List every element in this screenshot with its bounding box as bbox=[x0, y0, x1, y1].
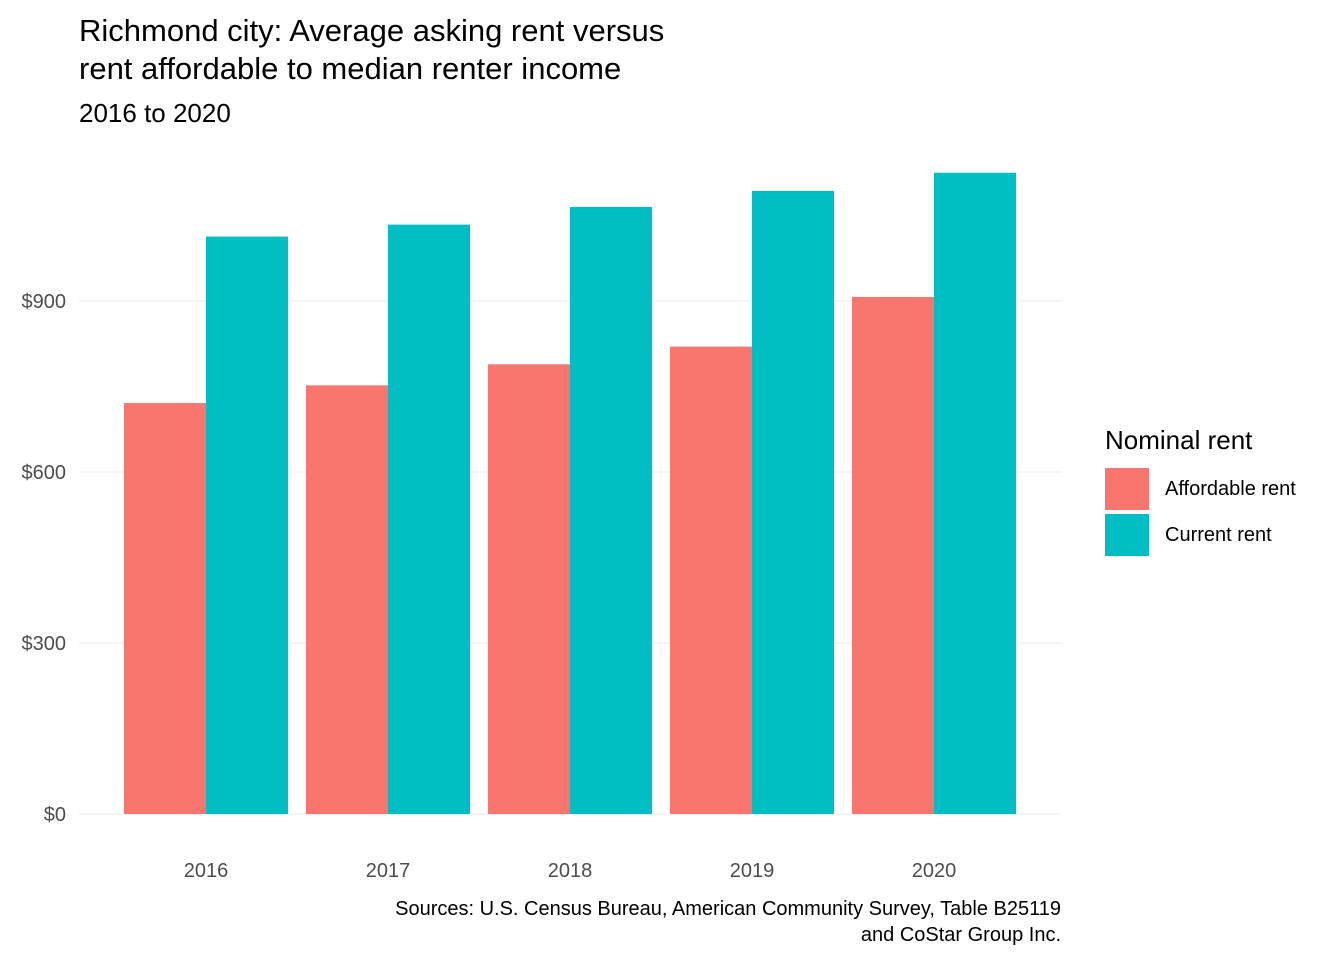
y-tick-label: $0 bbox=[44, 804, 66, 826]
x-tick-label: 2018 bbox=[548, 860, 593, 882]
bars bbox=[124, 172, 1016, 815]
bar-current-rent-2016 bbox=[206, 236, 288, 815]
title-block: Richmond city: Average asking rent versu… bbox=[79, 12, 664, 129]
legend-swatch-affordable-rent bbox=[1105, 468, 1149, 510]
bar-affordable-rent-2017 bbox=[306, 385, 388, 814]
bar-affordable-rent-2018 bbox=[488, 364, 570, 814]
bar-affordable-rent-2016 bbox=[124, 403, 206, 814]
chart-caption: Sources: U.S. Census Bureau, American Co… bbox=[395, 898, 1061, 946]
legend-label: Affordable rent bbox=[1165, 477, 1296, 500]
legend-item-affordable-rent: Affordable rent bbox=[1105, 466, 1296, 512]
bar-current-rent-2020 bbox=[934, 172, 1016, 814]
x-axis-tick-labels: 2016 2017 2018 2019 2020 bbox=[184, 860, 957, 882]
legend-title: Nominal rent bbox=[1105, 425, 1253, 455]
legend-item-current-rent: Current rent bbox=[1105, 512, 1296, 558]
bar-affordable-rent-2019 bbox=[670, 346, 752, 814]
x-tick-label: 2020 bbox=[912, 860, 957, 882]
y-axis-tick-labels: $0 $300 $600 $900 bbox=[22, 291, 67, 826]
x-tick-label: 2016 bbox=[184, 860, 229, 882]
x-tick-label: 2019 bbox=[730, 860, 775, 882]
x-tick-label: 2017 bbox=[366, 860, 411, 882]
bar-current-rent-2018 bbox=[570, 206, 652, 814]
y-tick-label: $300 bbox=[22, 633, 67, 655]
bar-current-rent-2019 bbox=[752, 190, 834, 815]
bar-current-rent-2017 bbox=[388, 224, 470, 814]
chart-title: Richmond city: Average asking rent versu… bbox=[79, 13, 665, 86]
chart-subtitle: 2016 to 2020 bbox=[79, 98, 231, 128]
legend: Nominal rent Affordable rent Current ren… bbox=[1105, 425, 1296, 558]
y-tick-label: $900 bbox=[22, 291, 67, 313]
bar-affordable-rent-2020 bbox=[852, 297, 934, 814]
legend-swatch-current-rent bbox=[1105, 514, 1149, 556]
y-tick-label: $600 bbox=[22, 462, 67, 484]
legend-label: Current rent bbox=[1165, 523, 1272, 546]
